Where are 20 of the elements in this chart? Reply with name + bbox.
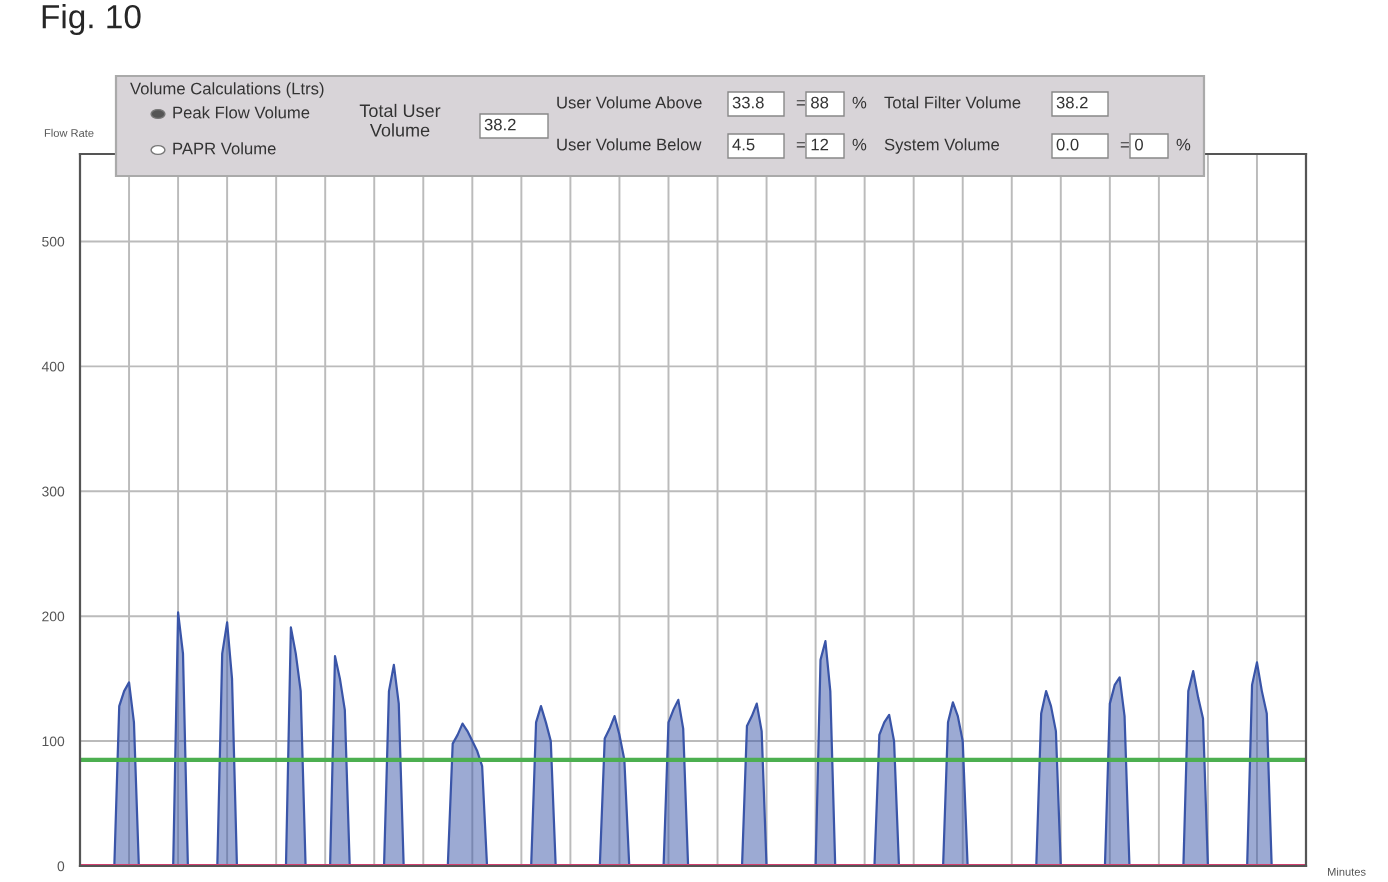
annotation: PAPR Volume	[173, 142, 276, 155]
text: 4.5	[732, 138, 755, 151]
text: 0.0	[1056, 138, 1079, 151]
text: = 0	[1120, 138, 1143, 151]
text: 38.2	[1056, 96, 1088, 109]
text: %	[852, 138, 867, 151]
chart-title: Fig. 10	[42, 4, 141, 36]
text: Total Filter Volume	[884, 96, 1021, 109]
text: Total User Volume	[359, 103, 441, 137]
text: = 12	[796, 138, 829, 151]
text: Peak Flow Volume	[173, 106, 310, 119]
text: System Volume	[884, 138, 1000, 154]
text: User Volume Below	[557, 138, 702, 151]
text: 33.8	[732, 96, 764, 109]
text: 38.2	[484, 118, 516, 131]
text: = 88	[796, 96, 829, 109]
text: %	[852, 96, 867, 109]
text: %	[1176, 138, 1191, 151]
text: Volume Calculations (Ltrs)	[130, 82, 324, 98]
text: User Volume Above	[557, 96, 702, 109]
